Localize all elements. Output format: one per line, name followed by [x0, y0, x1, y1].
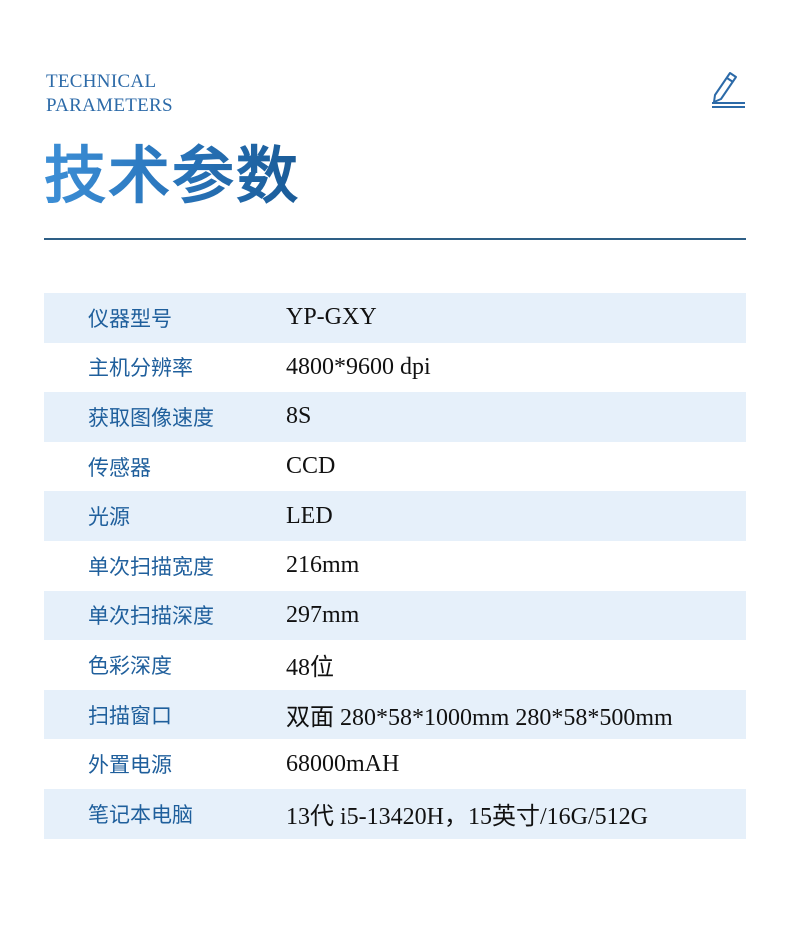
spec-row: 传感器 CCD — [44, 442, 746, 492]
page-title: 技术参数 — [44, 139, 301, 212]
spec-label: 笔记本电脑 — [88, 802, 193, 827]
spec-row: 色彩深度 48位 — [44, 640, 746, 690]
spec-value: 13代 i5-13420H，15英寸/16G/512G — [286, 804, 648, 831]
spec-row: 光源 LED — [44, 491, 746, 541]
spec-label: 仪器型号 — [88, 306, 172, 331]
spec-row: 外置电源 68000mAH — [44, 739, 746, 789]
spec-value: 297mm — [286, 601, 360, 628]
spec-row: 获取图像速度 8S — [44, 392, 746, 442]
spec-value: 双面 280*58*1000mm 280*58*500mm — [286, 705, 673, 732]
spec-label: 扫描窗口 — [88, 703, 172, 728]
spec-label: 光源 — [88, 505, 130, 530]
pencil-icon — [712, 72, 745, 108]
spec-value: 4800*9600 dpi — [286, 353, 431, 380]
spec-value: LED — [286, 502, 333, 529]
spec-value: 68000mAH — [286, 750, 400, 777]
spec-row: 笔记本电脑 13代 i5-13420H，15英寸/16G/512G — [44, 788, 746, 839]
spec-label: 单次扫描深度 — [88, 604, 214, 629]
spec-value: 8S — [286, 403, 312, 430]
subtitle-line-2: PARAMETERS — [46, 95, 173, 116]
spec-table: 仪器型号 YP-GXY 主机分辨率 4800*9600 dpi 获取图像速度 8S 传感器 C… — [44, 293, 746, 839]
spec-row: 扫描窗口 双面 280*58*1000mm 280*58*500mm — [44, 689, 746, 740]
spec-row: 主机分辨率 4800*9600 dpi — [44, 343, 746, 393]
spec-label: 单次扫描宽度 — [88, 554, 214, 579]
spec-value: CCD — [286, 453, 336, 480]
spec-value: YP-GXY — [286, 304, 377, 331]
divider — [44, 238, 746, 240]
spec-label: 外置电源 — [88, 753, 172, 778]
subtitle-line-1: TECHNICAL — [46, 71, 157, 92]
spec-row: 单次扫描宽度 216mm — [44, 541, 746, 591]
spec-row: 单次扫描深度 297mm — [44, 590, 746, 641]
spec-label: 色彩深度 — [88, 653, 172, 678]
spec-value: 216mm — [286, 552, 360, 579]
spec-label: 获取图像速度 — [88, 405, 214, 430]
spec-label: 主机分辨率 — [88, 356, 193, 381]
spec-label: 传感器 — [88, 455, 151, 480]
section-subtitle: TECHNICAL PARAMETERS — [46, 70, 173, 118]
spec-row: 仪器型号 YP-GXY — [44, 293, 746, 343]
spec-value: 48位 — [286, 655, 334, 682]
